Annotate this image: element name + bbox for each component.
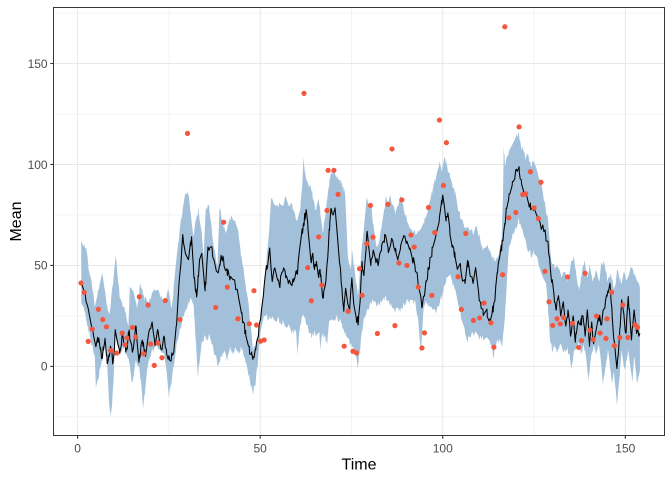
svg-text:50: 50 [34, 259, 48, 273]
svg-text:150: 150 [28, 57, 48, 71]
svg-text:Time: Time [342, 457, 377, 474]
svg-text:0: 0 [41, 360, 48, 374]
svg-text:150: 150 [615, 442, 635, 456]
svg-text:Mean: Mean [8, 201, 25, 241]
svg-text:100: 100 [433, 442, 453, 456]
svg-text:50: 50 [254, 442, 268, 456]
svg-text:0: 0 [74, 442, 81, 456]
svg-text:100: 100 [28, 158, 48, 172]
